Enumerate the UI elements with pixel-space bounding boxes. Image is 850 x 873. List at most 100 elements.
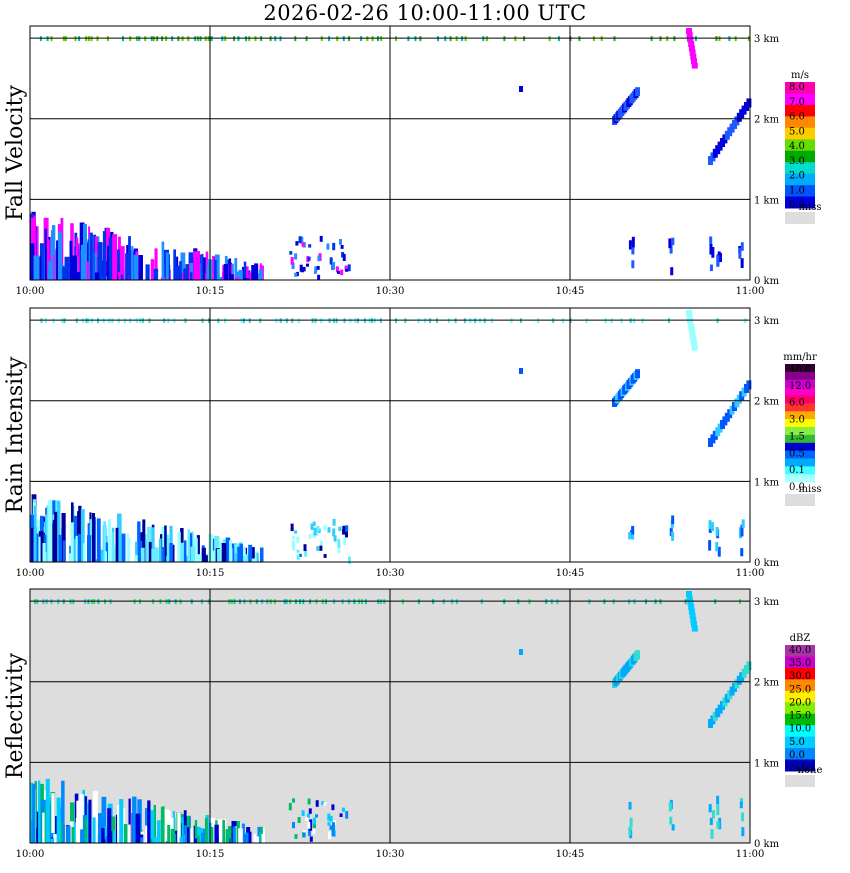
echo-cell [150, 815, 153, 843]
echo-cell [447, 318, 450, 324]
x-tick-label: 10:45 [556, 286, 585, 297]
echo-cell [108, 519, 111, 562]
legend-label: 5.0 [789, 737, 805, 748]
echo-cell [300, 236, 304, 244]
echo-cell [123, 318, 126, 324]
echo-cell [51, 793, 55, 843]
echo-cell [125, 253, 129, 280]
y-tick-label: 1 km [754, 477, 780, 488]
echo-cell [716, 820, 720, 829]
echo-cell [75, 318, 78, 324]
y-tick-label: 0 km [754, 839, 780, 850]
echo-cell [686, 32, 693, 39]
echo-cell [135, 813, 141, 843]
echo-cell [746, 661, 752, 671]
legend-missing-label: miss [799, 484, 822, 495]
echo-cell [240, 318, 243, 324]
echo-cell [30, 243, 35, 280]
y-tick-label: 2 km [754, 115, 780, 126]
echo-cell [716, 318, 719, 324]
echo-cell [316, 526, 320, 532]
legend-label: 3.0 [789, 156, 805, 167]
echo-cell [197, 251, 201, 280]
echo-cell [140, 547, 145, 562]
echo-cell [98, 813, 102, 843]
echo-cell [137, 521, 141, 562]
echo-cell [54, 511, 58, 562]
echo-cell [131, 246, 134, 280]
echo-cell [342, 525, 346, 531]
echo-cell [77, 534, 81, 562]
echo-cell [463, 318, 466, 324]
echo-cell [690, 53, 697, 60]
echo-cell [285, 318, 288, 324]
echo-cell [48, 499, 53, 562]
echo-cell [107, 808, 112, 843]
echo-cell [111, 318, 114, 324]
echo-cell [101, 827, 105, 843]
echo-cell [162, 547, 165, 562]
echo-cell [319, 235, 323, 242]
echo-cell [315, 814, 318, 818]
legend-swatch [785, 474, 815, 483]
echo-cell [79, 794, 84, 843]
echo-cell [134, 555, 138, 562]
echo-cell [173, 318, 176, 324]
echo-cell [39, 243, 44, 280]
echo-cell [316, 265, 320, 270]
echo-cell [185, 836, 188, 843]
echo-cell [245, 832, 249, 843]
echo-cell [491, 318, 493, 324]
echo-cell [331, 804, 335, 811]
echo-cell [237, 546, 241, 562]
echo-cell [329, 825, 333, 830]
echo-cell [631, 525, 635, 535]
echo-cell [100, 549, 104, 562]
legend-label: 0.0 [789, 200, 805, 211]
echo-cell [332, 528, 336, 537]
echo-cell [235, 271, 240, 280]
echo-cell [746, 380, 752, 390]
echo-cell [688, 323, 695, 329]
echo-cell [217, 819, 223, 843]
echo-cell [142, 519, 146, 562]
y-tick-label: 0 km [754, 558, 780, 569]
echo-cell [201, 253, 204, 280]
legend-swatch [785, 150, 815, 163]
legend-swatch [785, 482, 815, 491]
echo-cell [38, 531, 44, 562]
echo-cell [294, 253, 298, 260]
echo-cell [669, 816, 673, 825]
echo-cell [633, 318, 636, 324]
echo-cell [243, 318, 245, 324]
echo-cell [259, 318, 262, 324]
echo-cell [255, 552, 258, 562]
legend-swatch [785, 645, 815, 657]
echo-cell [153, 268, 159, 280]
echo-cell [690, 335, 697, 342]
echo-cell [94, 272, 100, 280]
legend-swatch [785, 702, 815, 715]
echo-cell [629, 318, 632, 324]
y-tick-label: 3 km [754, 316, 780, 327]
echo-cell [91, 318, 94, 324]
echo-cell [153, 548, 158, 562]
x-tick-label: 10:00 [16, 568, 45, 579]
y-tick-label: 2 km [754, 397, 780, 408]
echo-cell [328, 318, 331, 324]
echo-cell [72, 538, 76, 562]
echo-cell [329, 257, 333, 265]
echo-cell [298, 236, 302, 244]
echo-cell [124, 824, 128, 843]
echo-cell [61, 318, 64, 324]
echo-cell [33, 505, 37, 562]
echo-cell [469, 318, 472, 324]
echo-cell [72, 255, 77, 280]
echo-cell [689, 612, 696, 619]
legend-swatch [785, 725, 815, 738]
echo-cell [294, 272, 298, 277]
echo-cell [92, 513, 95, 562]
echo-cell [332, 518, 336, 526]
echo-cell [113, 830, 116, 843]
echo-cell [404, 318, 407, 324]
